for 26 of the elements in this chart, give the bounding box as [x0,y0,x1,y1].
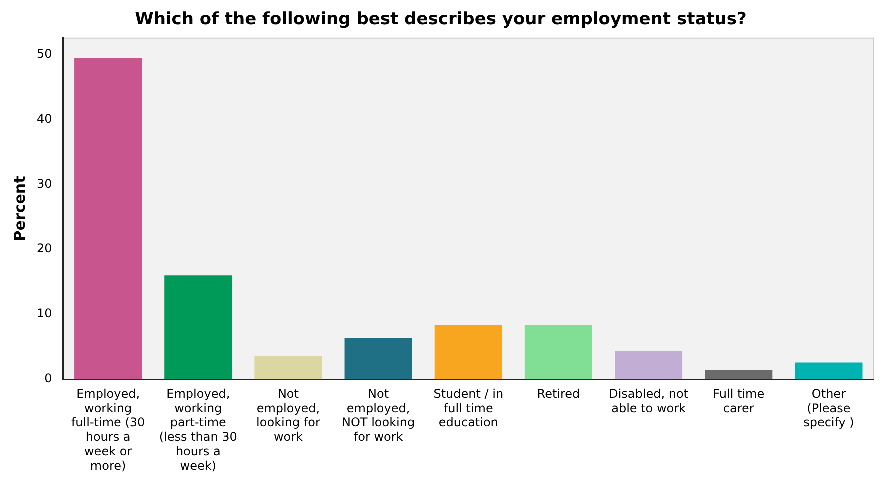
y-tick-label: 40 [36,112,52,126]
x-tick-label: Student / in full time education [434,386,504,430]
x-tick-label: Disabled, not able to work [609,386,689,416]
bar [254,356,322,380]
y-tick-label: 0 [44,372,52,386]
bar [615,351,683,380]
x-tick-label: Other (Please specify ) [804,386,854,430]
bar [164,276,232,380]
bar [705,370,773,380]
x-tick-label: Employed, working part-time (less than 30 hours a week) [159,386,238,473]
y-tick-label: 50 [36,46,52,61]
x-tick-label: Retired [537,386,580,401]
y-axis-title: Percent [10,176,29,242]
x-tick-label: Full time carer [713,386,765,416]
y-tick-label: 30 [36,176,52,191]
bar [74,58,142,380]
y-tick-label: 20 [36,242,52,256]
x-tick-label: Employed, working full-time (30 hours a week or more) [71,386,146,473]
bar [524,325,592,380]
bar [795,362,863,380]
x-tick-label: Not employed, looking for work [256,386,320,444]
bar [434,325,502,380]
x-tick-label: Not employed, NOT looking for work [342,386,416,444]
y-tick-label: 10 [36,306,52,321]
chart-title: Which of the following best describes your employment status? [135,10,747,30]
bar [344,338,412,380]
